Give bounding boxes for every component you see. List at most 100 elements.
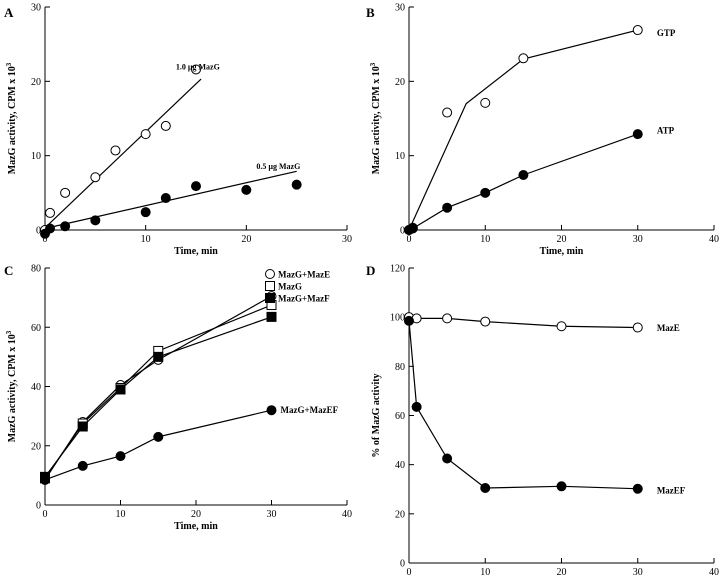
y-tick-label: 100 xyxy=(390,313,405,324)
series-annotation-mazef: MazEF xyxy=(657,485,686,495)
x-tick-label: 0 xyxy=(407,567,412,576)
legend-marker-mazg xyxy=(265,281,275,291)
y-tick-label: 60 xyxy=(31,323,41,334)
chart-panel-a: A 0 10 20 30 0 10 20 30 Time, min MazG activity, C… xyxy=(4,3,352,258)
data-point-atp xyxy=(407,223,418,234)
y-tick-label: 40 xyxy=(31,382,41,393)
data-point-mazef xyxy=(480,483,491,494)
series-annotation-1-0-ug-mazg: 1.0 µg MazG xyxy=(176,62,220,71)
x-axis-label: Time, min xyxy=(174,521,218,532)
data-point-1-0-ug-mazg xyxy=(160,120,171,131)
data-point-maze xyxy=(442,313,453,324)
y-tick-label: 30 xyxy=(395,3,405,14)
data-point-mazg-mazef xyxy=(40,474,50,485)
y-axis-label: MazG activity, CPM x 103 xyxy=(5,62,18,174)
y-tick-label: 0 xyxy=(36,501,41,512)
x-tick-label: 30 xyxy=(633,234,643,245)
x-axis-label: Time, min xyxy=(174,246,218,257)
series-annotation-mazg-mazef: MazG+MazEF xyxy=(281,405,339,415)
legend-label-mazg-maze: MazG+MazE xyxy=(278,270,330,280)
x-tick-label: 30 xyxy=(342,234,352,245)
chart-panel-d: D010203040020406080100120µg protein% of … xyxy=(366,263,719,576)
data-point-mazg-mazef xyxy=(77,460,88,471)
series-line-1-0-ug-mazg xyxy=(44,78,202,229)
y-axis-label: % of MazG activity xyxy=(371,373,382,457)
panel-label: C xyxy=(4,263,13,278)
x-tick-label: 20 xyxy=(241,234,251,245)
x-tick-label: 30 xyxy=(267,509,277,520)
series-annotation-0-5-ug-mazg: 0.5 µg MazG xyxy=(256,162,300,171)
data-point-0-5-ug-mazg xyxy=(140,207,151,218)
series-line-mazg-mazf xyxy=(44,316,272,478)
legend: MazG+MazE MazG MazG+MazF xyxy=(265,269,330,304)
data-point-maze xyxy=(632,322,643,333)
data-point-1-0-ug-mazg xyxy=(90,172,101,183)
data-point-mazg-mazef xyxy=(266,405,277,416)
data-point-gtp xyxy=(480,97,491,108)
x-tick-label: 40 xyxy=(342,509,352,520)
data-point-gtp xyxy=(518,53,529,64)
y-axis-label-superscript: 3 xyxy=(369,62,377,66)
y-tick-label: 10 xyxy=(31,151,41,162)
y-tick-label: 30 xyxy=(31,3,41,14)
x-tick-label: 20 xyxy=(557,567,567,576)
data-point-mazef xyxy=(411,401,422,412)
y-axis-label: MazG activity, CPM x 103 xyxy=(369,62,382,174)
x-tick-label: 10 xyxy=(480,567,490,576)
data-point-1-0-ug-mazg xyxy=(110,145,121,156)
series-line-mazef xyxy=(408,320,638,490)
series-annotation-gtp: GTP xyxy=(657,28,676,38)
series-annotation-maze: MazE xyxy=(657,323,680,333)
data-point-mazg-mazf xyxy=(77,421,88,432)
x-tick-label: 0 xyxy=(407,234,412,245)
panel-label: B xyxy=(366,5,375,20)
data-point-0-5-ug-mazg xyxy=(90,215,101,226)
x-tick-label: 0 xyxy=(43,234,48,245)
data-point-mazef xyxy=(442,453,453,464)
data-point-0-5-ug-mazg xyxy=(160,193,171,204)
legend-label-mazg-mazf: MazG+MazF xyxy=(278,294,330,304)
data-point-mazg-mazf xyxy=(153,351,164,362)
series-line-mazg xyxy=(44,304,272,479)
x-tick-label: 40 xyxy=(709,234,719,245)
x-axis-label: Time, min xyxy=(540,246,584,257)
panel-label: D xyxy=(366,263,375,278)
data-point-atp xyxy=(480,187,491,198)
data-point-0-5-ug-mazg xyxy=(241,184,252,195)
series-line-0-5-ug-mazg xyxy=(44,170,297,230)
data-point-1-0-ug-mazg xyxy=(45,207,56,218)
x-tick-label: 40 xyxy=(709,567,719,576)
data-point-gtp xyxy=(442,107,453,118)
y-axis-label: MazG activity, CPM x 103 xyxy=(5,330,18,442)
y-tick-label: 80 xyxy=(31,264,41,275)
data-point-atp xyxy=(442,202,453,213)
data-point-mazef xyxy=(632,483,643,494)
data-point-maze xyxy=(480,316,491,327)
x-tick-label: 0 xyxy=(43,509,48,520)
legend-marker-mazg-mazf xyxy=(265,293,275,303)
data-point-mazg-mazef xyxy=(115,451,126,462)
series-line-mazg-maze xyxy=(44,295,272,481)
data-point-0-5-ug-mazg xyxy=(191,181,201,192)
x-tick-label: 30 xyxy=(633,567,643,576)
y-tick-label: 10 xyxy=(395,151,405,162)
data-point-maze xyxy=(556,321,567,332)
data-point-1-0-ug-mazg xyxy=(191,64,201,75)
x-tick-label: 20 xyxy=(191,509,201,520)
panel-label: A xyxy=(4,5,14,20)
data-point-mazg-mazef xyxy=(153,431,164,442)
data-point-mazg-mazf xyxy=(115,384,126,395)
y-tick-label: 20 xyxy=(395,77,405,88)
legend-label-mazg: MazG xyxy=(278,282,302,292)
data-point-atp xyxy=(632,129,643,140)
series-line-atp xyxy=(408,133,638,231)
data-point-mazef xyxy=(404,315,414,326)
x-tick-label: 10 xyxy=(480,234,490,245)
data-point-mazg-mazf xyxy=(266,311,277,322)
y-tick-label: 120 xyxy=(390,264,405,275)
series-line-gtp xyxy=(408,29,638,231)
data-point-1-0-ug-mazg xyxy=(60,187,71,198)
data-point-atp xyxy=(518,169,529,180)
y-tick-label: 60 xyxy=(395,411,405,422)
